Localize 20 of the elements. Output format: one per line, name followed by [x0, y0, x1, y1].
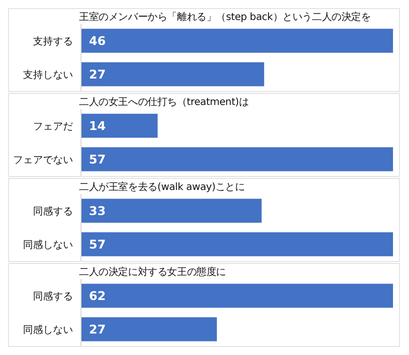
y-tick-label: フェアだ: [33, 121, 73, 132]
data-label: 57: [89, 152, 106, 166]
y-tick-label: フェアでない: [13, 154, 73, 166]
data-label: 57: [89, 237, 106, 252]
y-tick-label: 同感しない: [23, 324, 73, 336]
data-label: 27: [89, 67, 106, 82]
chart-title: 二人の女王への仕打ち（treatment)は: [79, 96, 249, 109]
data-label: 46: [89, 34, 106, 48]
data-label: 14: [89, 118, 106, 133]
data-label: 27: [89, 322, 106, 336]
y-tick-label: 同感しない: [23, 238, 73, 251]
y-tick-label: 支持しない: [23, 68, 73, 81]
y-tick-label: 同感する: [33, 205, 73, 218]
data-label: 62: [89, 288, 106, 303]
chart-title: 王室のメンバーから「離れる」（step back）という二人の決定を: [79, 10, 371, 24]
y-tick-label: 支持する: [33, 35, 73, 48]
chart-title: 二人の決定に対する女王の態度に: [79, 266, 226, 279]
y-tick-label: 同感する: [33, 290, 73, 302]
chart-title: 二人が王室を去る(walk away)ことに: [79, 180, 245, 194]
data-label: 33: [89, 204, 106, 218]
